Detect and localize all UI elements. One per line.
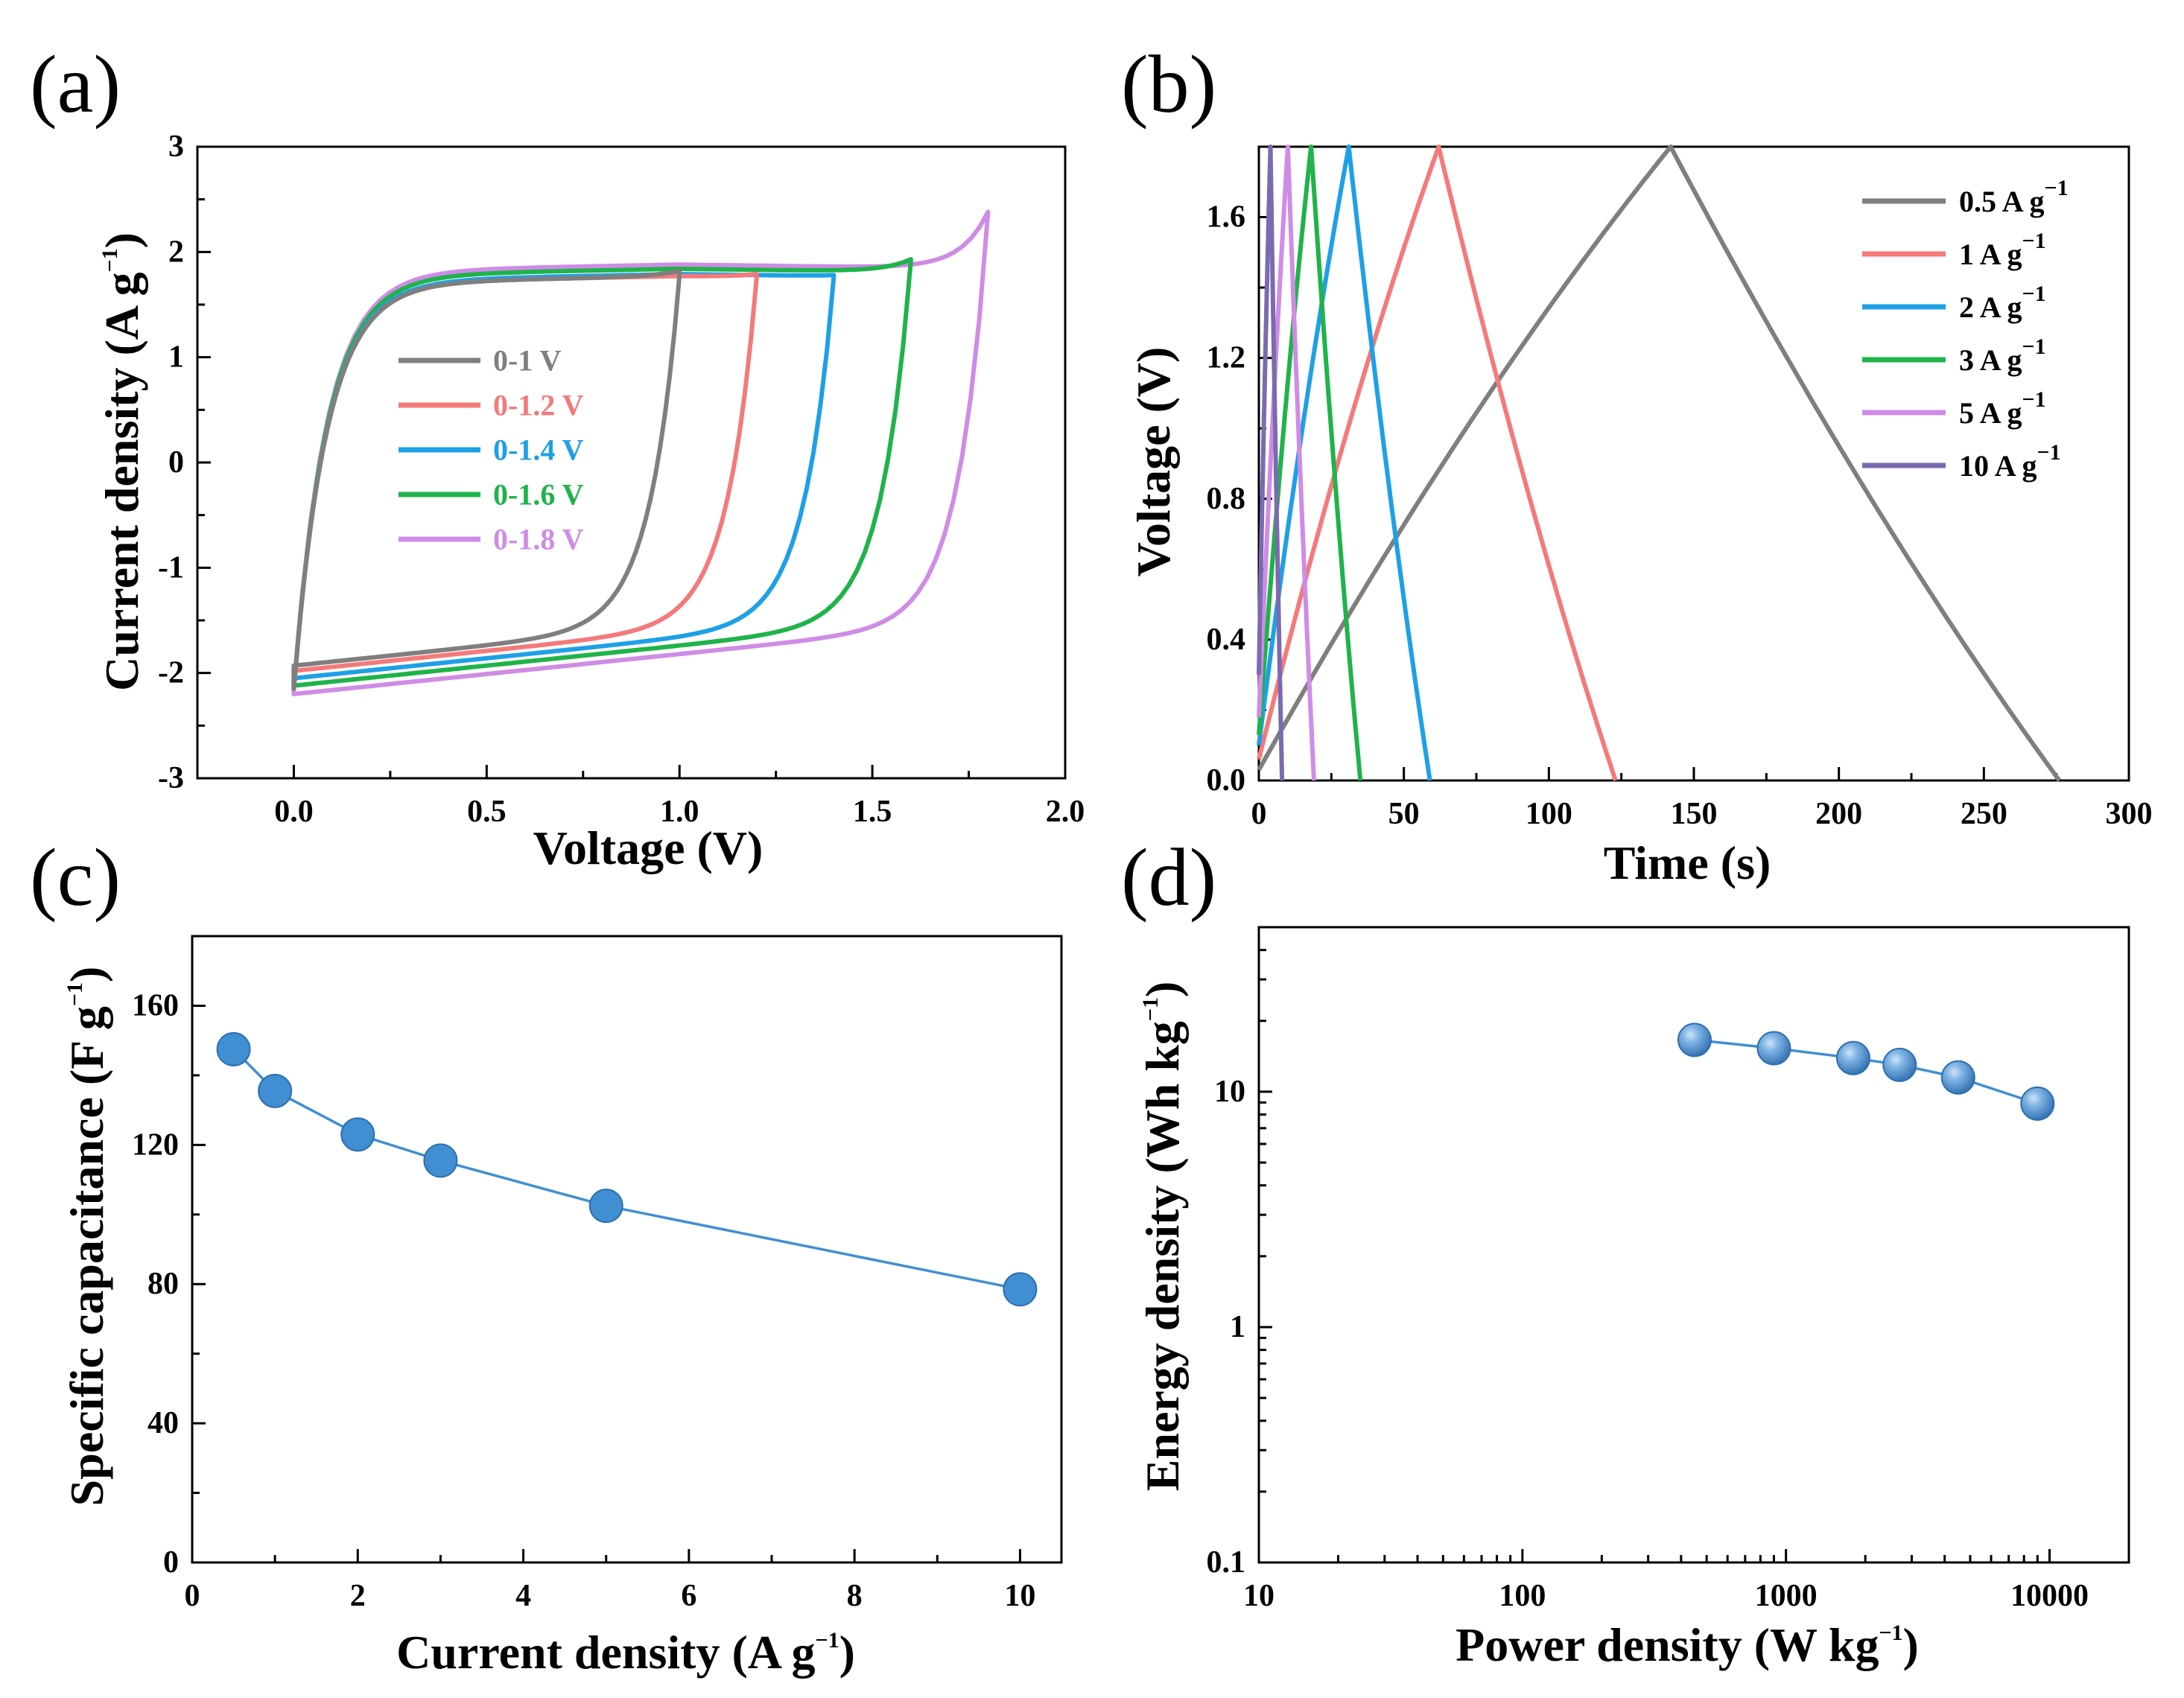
cap-data-point (1003, 1272, 1038, 1307)
panel-a: (a) 0.0 0.5 1.0 1.5 2.0 -3 -2 -1 0 1 2 3 0-1 V 0-1.2 … (30, 39, 1085, 874)
panel-d-ylabel: Energy density (Wh kg−1) (1136, 982, 1189, 1492)
cv-xtick-label: 2.0 (1046, 795, 1085, 829)
cv-legend-label: 0-1.6 V (493, 478, 584, 512)
cap-data-point (588, 1189, 623, 1224)
panel-b-label: (b) (1121, 39, 1216, 130)
gcd-legend-label: 2 A g−1 (1959, 282, 2046, 324)
panel-c-label: (c) (30, 832, 121, 923)
panel-c: (c) 0 2 4 6 8 10 0 40 80 120 160 Current density (… (30, 832, 1063, 1679)
cv-legend-label: 0-1 V (493, 344, 562, 378)
cap-data-point (340, 1117, 375, 1152)
panel-d: (d) 10 100 1000 10000 0.1 1 10 Power density (… (1121, 832, 2130, 1671)
cap-frame (191, 935, 1063, 1564)
gcd-xtick-label: 50 (1388, 797, 1420, 831)
cv-ytick-label: -3 (158, 761, 184, 795)
gcd-series-line (1257, 144, 1618, 781)
ragone-frame (1257, 926, 2130, 1564)
cv-series-line (291, 257, 913, 691)
ragone-xtick-label: 10000 (2010, 1579, 2089, 1613)
gcd-legend-label: 3 A g−1 (1959, 334, 2046, 377)
cap-data-point (423, 1143, 458, 1178)
gcd-series-line (1257, 144, 1285, 781)
gcd-legend-label: 1 A g−1 (1959, 229, 2046, 271)
cv-ytick-label: -1 (158, 550, 184, 585)
cap-data-point (216, 1031, 251, 1066)
cv-xtick-label: 1.5 (853, 795, 892, 829)
cap-xtick-label: 2 (350, 1579, 366, 1613)
cv-ytick-label: -2 (158, 656, 184, 690)
ragone-data-point (2020, 1086, 2055, 1121)
cv-series-line (291, 209, 991, 696)
ragone-ytick-label: 1 (1230, 1310, 1245, 1344)
cv-xtick-label: 0.5 (467, 795, 507, 829)
cap-ytick-label: 0 (163, 1545, 179, 1580)
panel-a-ylabel: Current density (A g−1) (95, 232, 148, 691)
cv-ytick-label: 2 (168, 235, 184, 269)
panel-d-label: (d) (1121, 832, 1216, 923)
gcd-xtick-label: 300 (2106, 797, 2153, 831)
gcd-ytick-label: 1.2 (1207, 341, 1246, 375)
gcd-legend-label: 0.5 A g−1 (1959, 176, 2069, 218)
ragone-data-point (1756, 1031, 1791, 1066)
panel-b-ylabel: Voltage (V) (1127, 347, 1180, 577)
gcd-xtick-label: 150 (1671, 797, 1718, 831)
cap-xtick-label: 6 (681, 1579, 696, 1613)
cv-series-line (291, 268, 682, 691)
ragone-data-point (1940, 1060, 1975, 1095)
gcd-xtick-label: 250 (1961, 797, 2007, 831)
cv-ytick-label: 1 (168, 340, 184, 375)
cap-data-point (258, 1073, 293, 1108)
gcd-series-line (1257, 144, 1432, 781)
gcd-ytick-label: 0.8 (1207, 482, 1246, 516)
gcd-ytick-label: 1.6 (1207, 200, 1246, 235)
ragone-ytick-label: 0.1 (1207, 1545, 1246, 1580)
ragone-data-point (1882, 1047, 1917, 1082)
cap-ytick-label: 160 (132, 988, 179, 1023)
gcd-legend-label: 5 A g−1 (1959, 387, 2046, 430)
cv-xtick-label: 1.0 (660, 795, 699, 829)
gcd-xtick-label: 100 (1526, 797, 1572, 831)
cv-ytick-label: 0 (168, 445, 184, 480)
ragone-ytick-label: 10 (1214, 1075, 1245, 1109)
cap-ytick-label: 40 (147, 1406, 179, 1440)
ragone-xtick-label: 10 (1243, 1579, 1274, 1613)
cap-xtick-label: 10 (1004, 1579, 1035, 1613)
gcd-ytick-label: 0.4 (1207, 623, 1246, 657)
cv-ytick-label: 3 (168, 130, 184, 164)
panel-a-xlabel: Voltage (V) (533, 821, 764, 874)
cv-legend-label: 0-1.4 V (493, 433, 584, 467)
cap-xtick-label: 8 (847, 1579, 863, 1613)
cap-xtick-label: 4 (515, 1579, 531, 1613)
cap-ytick-label: 120 (132, 1128, 179, 1162)
gcd-ytick-label: 0.0 (1207, 763, 1246, 798)
gcd-legend-label: 10 A g−1 (1959, 440, 2061, 483)
panel-c-ylabel: Specific capacitance (F g−1) (60, 967, 113, 1507)
panel-c-xlabel: Current density (A g−1) (396, 1626, 855, 1679)
panel-a-label: (a) (30, 39, 121, 130)
cap-series-line (232, 1048, 1020, 1291)
panel-b: (b) 0 50 100 150 200 250 300 0.0 0.4 0.8 1.2 1.6 0.5… (1121, 39, 2153, 889)
cap-ytick-label: 80 (147, 1267, 179, 1301)
cv-xtick-label: 0.0 (274, 795, 314, 829)
ragone-data-point (1835, 1040, 1870, 1075)
gcd-xtick-label: 200 (1815, 797, 1862, 831)
gcd-xtick-label: 0 (1251, 797, 1267, 831)
cv-legend-label: 0-1.8 V (493, 523, 584, 556)
cv-legend-label: 0-1.2 V (493, 389, 584, 422)
cap-xtick-label: 0 (185, 1579, 200, 1613)
ragone-data-point (1677, 1023, 1712, 1058)
ragone-xtick-label: 1000 (1755, 1579, 1818, 1613)
panel-b-xlabel: Time (s) (1604, 836, 1771, 889)
gcd-series-line (1257, 144, 1316, 781)
panel-d-xlabel: Power density (W kg−1) (1456, 1618, 1919, 1671)
ragone-xtick-label: 100 (1499, 1579, 1546, 1613)
